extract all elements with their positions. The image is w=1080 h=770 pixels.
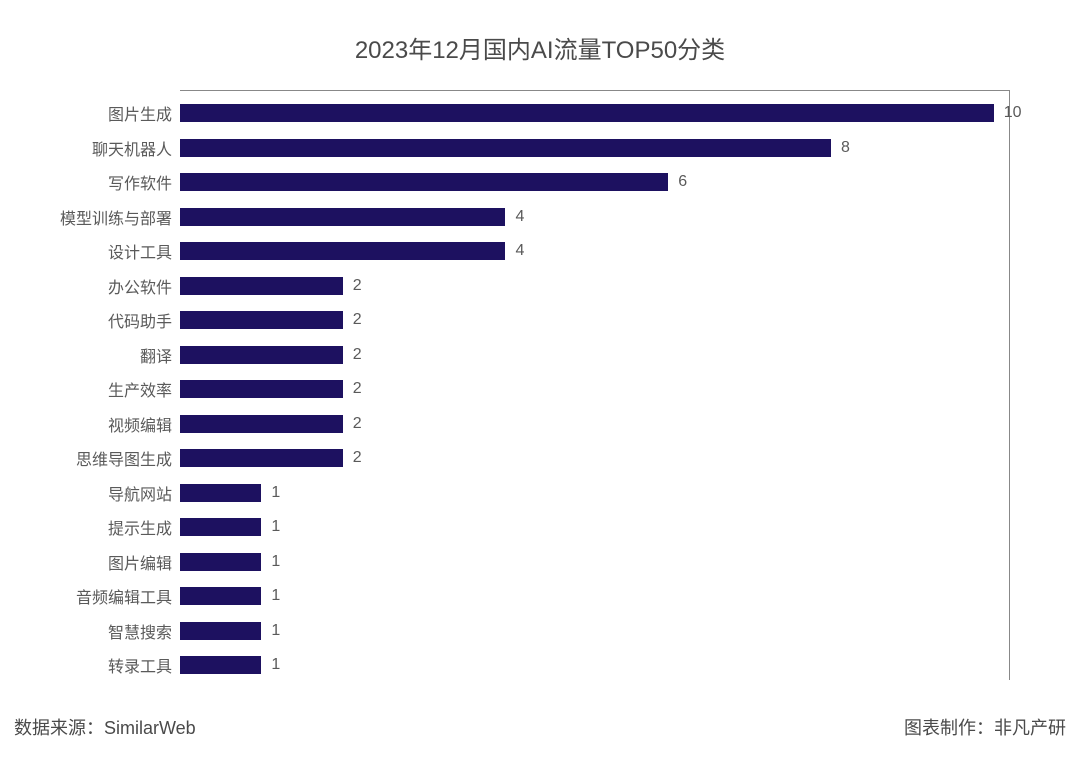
bar-value-label: 10 (1004, 104, 1022, 122)
bar-value-label: 2 (353, 380, 362, 398)
bar-row: 办公软件2 (180, 277, 1009, 295)
bar-category-label: 导航网站 (108, 481, 180, 505)
bar-category-label: 代码助手 (108, 308, 180, 332)
bar-value-label: 6 (678, 173, 687, 191)
bar-row: 转录工具1 (180, 656, 1009, 674)
bar-value-label: 2 (353, 449, 362, 467)
bar (180, 553, 261, 571)
bar (180, 346, 343, 364)
bar-row: 生产效率2 (180, 380, 1009, 398)
bar (180, 208, 505, 226)
bar-category-label: 思维导图生成 (76, 446, 180, 470)
bar-row: 导航网站1 (180, 484, 1009, 502)
bar-row: 视频编辑2 (180, 415, 1009, 433)
bar-row: 写作软件6 (180, 173, 1009, 191)
bar-row: 设计工具4 (180, 242, 1009, 260)
bar-value-label: 2 (353, 311, 362, 329)
bar (180, 622, 261, 640)
bar-category-label: 提示生成 (108, 515, 180, 539)
bar-value-label: 2 (353, 346, 362, 364)
bar (180, 139, 831, 157)
bar (180, 242, 505, 260)
bar-category-label: 设计工具 (108, 239, 180, 263)
bar-row: 智慧搜索1 (180, 622, 1009, 640)
bar-category-label: 模型训练与部署 (60, 205, 180, 229)
bar (180, 415, 343, 433)
bar (180, 173, 668, 191)
bar (180, 380, 343, 398)
bar (180, 656, 261, 674)
bar-category-label: 智慧搜索 (108, 619, 180, 643)
bar-row: 代码助手2 (180, 311, 1009, 329)
bar-value-label: 1 (271, 518, 280, 536)
bar-category-label: 视频编辑 (108, 412, 180, 436)
bar-value-label: 8 (841, 139, 850, 157)
bar (180, 518, 261, 536)
chart-container: 2023年12月国内AI流量TOP50分类 图片生成10聊天机器人8写作软件6模… (0, 0, 1080, 770)
bar-category-label: 办公软件 (108, 274, 180, 298)
bar-row: 音频编辑工具1 (180, 587, 1009, 605)
bar (180, 587, 261, 605)
plot-area: 图片生成10 聊天机器人8 写作软件6 模型训练与部署4 设计工具4 办公软件2 代码助手2… (180, 90, 1010, 680)
bar-value-label: 1 (271, 656, 280, 674)
bar-category-label: 写作软件 (108, 170, 180, 194)
bar (180, 449, 343, 467)
bars-group: 图片生成10 聊天机器人8 写作软件6 模型训练与部署4 设计工具4 办公软件2 代码助手2… (180, 91, 1009, 680)
bar-value-label: 1 (271, 622, 280, 640)
footer-source: 数据来源：SimilarWeb (14, 714, 196, 740)
bar-value-label: 4 (515, 242, 524, 260)
bar (180, 311, 343, 329)
bar (180, 277, 343, 295)
bar-category-label: 音频编辑工具 (76, 584, 180, 608)
bar-category-label: 图片生成 (108, 101, 180, 125)
bar-row: 图片编辑1 (180, 553, 1009, 571)
bar-value-label: 2 (353, 277, 362, 295)
bar (180, 484, 261, 502)
bar-value-label: 4 (515, 208, 524, 226)
bar-category-label: 转录工具 (108, 653, 180, 677)
chart-title: 2023年12月国内AI流量TOP50分类 (0, 30, 1080, 65)
bar-category-label: 翻译 (140, 343, 180, 367)
bar-value-label: 1 (271, 553, 280, 571)
bar-category-label: 聊天机器人 (92, 136, 180, 160)
bar-value-label: 1 (271, 587, 280, 605)
bar-row: 图片生成10 (180, 104, 1009, 122)
bar-category-label: 图片编辑 (108, 550, 180, 574)
bar-category-label: 生产效率 (108, 377, 180, 401)
bar-row: 翻译2 (180, 346, 1009, 364)
bar-row: 聊天机器人8 (180, 139, 1009, 157)
bar-row: 提示生成1 (180, 518, 1009, 536)
bar (180, 104, 994, 122)
bar-value-label: 2 (353, 415, 362, 433)
footer-credit: 图表制作：非凡产研 (904, 714, 1066, 740)
bar-row: 思维导图生成2 (180, 449, 1009, 467)
bar-value-label: 1 (271, 484, 280, 502)
bar-row: 模型训练与部署4 (180, 208, 1009, 226)
